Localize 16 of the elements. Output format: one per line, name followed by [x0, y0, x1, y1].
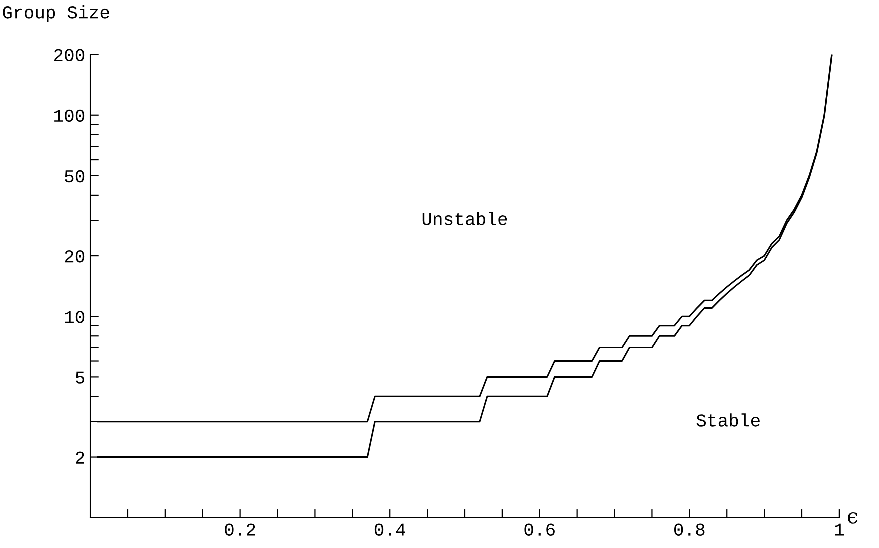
x-tick-label: 1: [835, 524, 844, 536]
y-tick-label: 200: [54, 49, 85, 62]
annotation: Unstable: [422, 212, 508, 226]
y-tick-label: 10: [65, 311, 85, 324]
y-tick-label: 2: [76, 452, 84, 464]
y-tick-label: 5: [76, 372, 85, 384]
y-tick-label: 20: [65, 250, 85, 263]
x-axis-title: ϵ: [848, 512, 858, 524]
x-tick-label: 0.8: [674, 524, 705, 536]
x-tick-label: 0.6: [524, 524, 555, 536]
x-tick-label: 0.2: [225, 524, 256, 536]
y-axis-title: Group Size: [3, 6, 110, 22]
x-tick-label: 0.4: [374, 524, 406, 536]
y-tick-label: 100: [54, 110, 85, 122]
y-tick-label: 50: [65, 170, 85, 183]
annotation: Stable: [696, 414, 760, 427]
